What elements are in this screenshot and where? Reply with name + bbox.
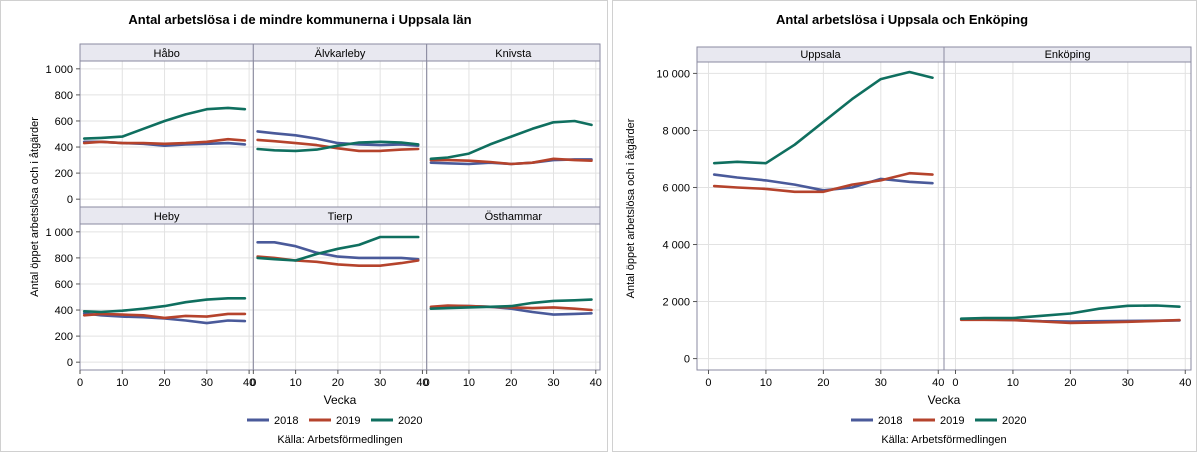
y-tick-label: 4 000 bbox=[662, 240, 690, 252]
x-tick-label: 10 bbox=[289, 377, 301, 389]
y-axis-label: Antal öppet arbetslösa och i åtgärder bbox=[29, 117, 41, 297]
uppsala-enkoping-chart: Antal arbetslösa i Uppsala och Enköping U… bbox=[612, 0, 1197, 452]
x-tick-label: 0 bbox=[424, 377, 430, 389]
legend-label-2018: 2018 bbox=[274, 415, 298, 427]
x-tick-label: 40 bbox=[416, 377, 428, 389]
series-line-2020 bbox=[82, 106, 247, 140]
y-tick-label: 1 000 bbox=[45, 227, 73, 239]
y-tick-label: 1 000 bbox=[45, 64, 73, 76]
y-tick-label: 6 000 bbox=[662, 182, 690, 194]
small-municipalities-chart: Antal arbetslösa i de mindre kommunerna … bbox=[0, 0, 608, 452]
y-tick-label: 200 bbox=[55, 331, 73, 343]
panel-osthammar: Östhammar bbox=[426, 206, 601, 371]
x-tick-label: 0 bbox=[705, 377, 711, 389]
x-tick-label: 10 bbox=[760, 377, 772, 389]
y-tick-label: 400 bbox=[55, 305, 73, 317]
source-note: Källa: Arbetsförmedlingen bbox=[881, 434, 1006, 446]
panel-title-heby: Heby bbox=[154, 211, 180, 223]
x-tick-label: 40 bbox=[932, 377, 944, 389]
y-tick-label: 600 bbox=[55, 116, 73, 128]
panel-title-knivsta: Knivsta bbox=[495, 48, 532, 60]
panel-title-alvkarleby: Älvkarleby bbox=[315, 48, 366, 60]
legend: 2018 2019 2020 bbox=[247, 415, 422, 427]
legend-label-2019: 2019 bbox=[940, 415, 964, 427]
series-line-2020 bbox=[959, 304, 1181, 321]
x-tick-label: 40 bbox=[1179, 377, 1191, 389]
series-line-2019 bbox=[959, 318, 1181, 325]
legend: 2018 2019 2020 bbox=[851, 415, 1026, 427]
x-tick-label: 30 bbox=[374, 377, 386, 389]
y-tick-label: 0 bbox=[67, 357, 73, 369]
panel-uppsala: Uppsala bbox=[696, 46, 945, 371]
x-tick-label: 20 bbox=[1064, 377, 1076, 389]
series-line-2020 bbox=[256, 235, 420, 262]
panel-enkoping: Enköping bbox=[943, 46, 1192, 371]
series-line-2020 bbox=[712, 70, 934, 165]
chart-title: Antal arbetslösa i de mindre kommunerna … bbox=[128, 12, 471, 27]
y-tick-label: 8 000 bbox=[662, 125, 690, 137]
x-tick-label: 40 bbox=[243, 377, 255, 389]
chart-frame bbox=[0, 0, 608, 452]
x-tick-label: 10 bbox=[1007, 377, 1019, 389]
series-line-2019 bbox=[429, 157, 593, 166]
x-tick-label: 30 bbox=[547, 377, 559, 389]
legend-label-2018: 2018 bbox=[878, 415, 902, 427]
panel-alvkarleby: Älvkarleby bbox=[252, 43, 428, 208]
legend-label-2020: 2020 bbox=[398, 415, 422, 427]
source-note: Källa: Arbetsförmedlingen bbox=[277, 434, 402, 446]
legend-label-2019: 2019 bbox=[336, 415, 360, 427]
series-line-2019 bbox=[82, 312, 247, 320]
x-tick-label: 20 bbox=[505, 377, 517, 389]
y-tick-label: 800 bbox=[55, 90, 73, 102]
y-tick-label: 600 bbox=[55, 279, 73, 291]
series-line-2018 bbox=[712, 173, 934, 192]
series-line-2018 bbox=[256, 130, 420, 147]
y-tick-label: 0 bbox=[67, 194, 73, 206]
series-line-2019 bbox=[712, 171, 934, 194]
chart-frame bbox=[612, 0, 1197, 452]
panel-knivsta: Knivsta bbox=[426, 43, 601, 208]
x-tick-label: 10 bbox=[463, 377, 475, 389]
panel-title-habo: Håbo bbox=[154, 48, 180, 60]
x-tick-label: 30 bbox=[1122, 377, 1134, 389]
x-tick-label: 10 bbox=[116, 377, 128, 389]
x-tick-label: 20 bbox=[158, 377, 170, 389]
x-tick-label: 30 bbox=[201, 377, 213, 389]
y-tick-label: 2 000 bbox=[662, 297, 690, 309]
y-tick-label: 400 bbox=[55, 142, 73, 154]
x-axis-label: Vecka bbox=[928, 393, 961, 407]
chart-title: Antal arbetslösa i Uppsala och Enköping bbox=[776, 12, 1028, 27]
x-axis-label: Vecka bbox=[324, 393, 357, 407]
panel-frame bbox=[943, 61, 1192, 371]
x-tick-label: 30 bbox=[875, 377, 887, 389]
y-tick-label: 0 bbox=[684, 354, 690, 366]
y-tick-label: 200 bbox=[55, 168, 73, 180]
x-tick-label: 0 bbox=[77, 377, 83, 389]
panel-title-uppsala: Uppsala bbox=[800, 49, 841, 61]
series-line-2020 bbox=[82, 296, 247, 314]
x-tick-label: 0 bbox=[952, 377, 958, 389]
x-tick-label: 0 bbox=[250, 377, 256, 389]
y-tick-label: 10 000 bbox=[656, 68, 690, 80]
panel-title-osthammar: Östhammar bbox=[485, 211, 543, 223]
y-tick-label: 800 bbox=[55, 253, 73, 265]
panel-title-tierp: Tierp bbox=[328, 211, 353, 223]
panel-habo: Håbo bbox=[79, 43, 254, 208]
panel-title-enkoping: Enköping bbox=[1045, 49, 1091, 61]
series-line-2019 bbox=[82, 137, 247, 146]
series-line-2020 bbox=[429, 119, 593, 161]
y-axis-label: Antal öppet arbetslösa och i åtgärder bbox=[625, 118, 637, 298]
series-line-2018 bbox=[256, 241, 420, 261]
x-tick-label: 20 bbox=[332, 377, 344, 389]
panel-frame bbox=[426, 223, 601, 371]
x-tick-label: 20 bbox=[817, 377, 829, 389]
series-line-2020 bbox=[429, 298, 593, 311]
series-line-2020 bbox=[256, 140, 420, 153]
series-line-2019 bbox=[256, 138, 420, 153]
legend-label-2020: 2020 bbox=[1002, 415, 1026, 427]
x-tick-label: 40 bbox=[590, 377, 602, 389]
